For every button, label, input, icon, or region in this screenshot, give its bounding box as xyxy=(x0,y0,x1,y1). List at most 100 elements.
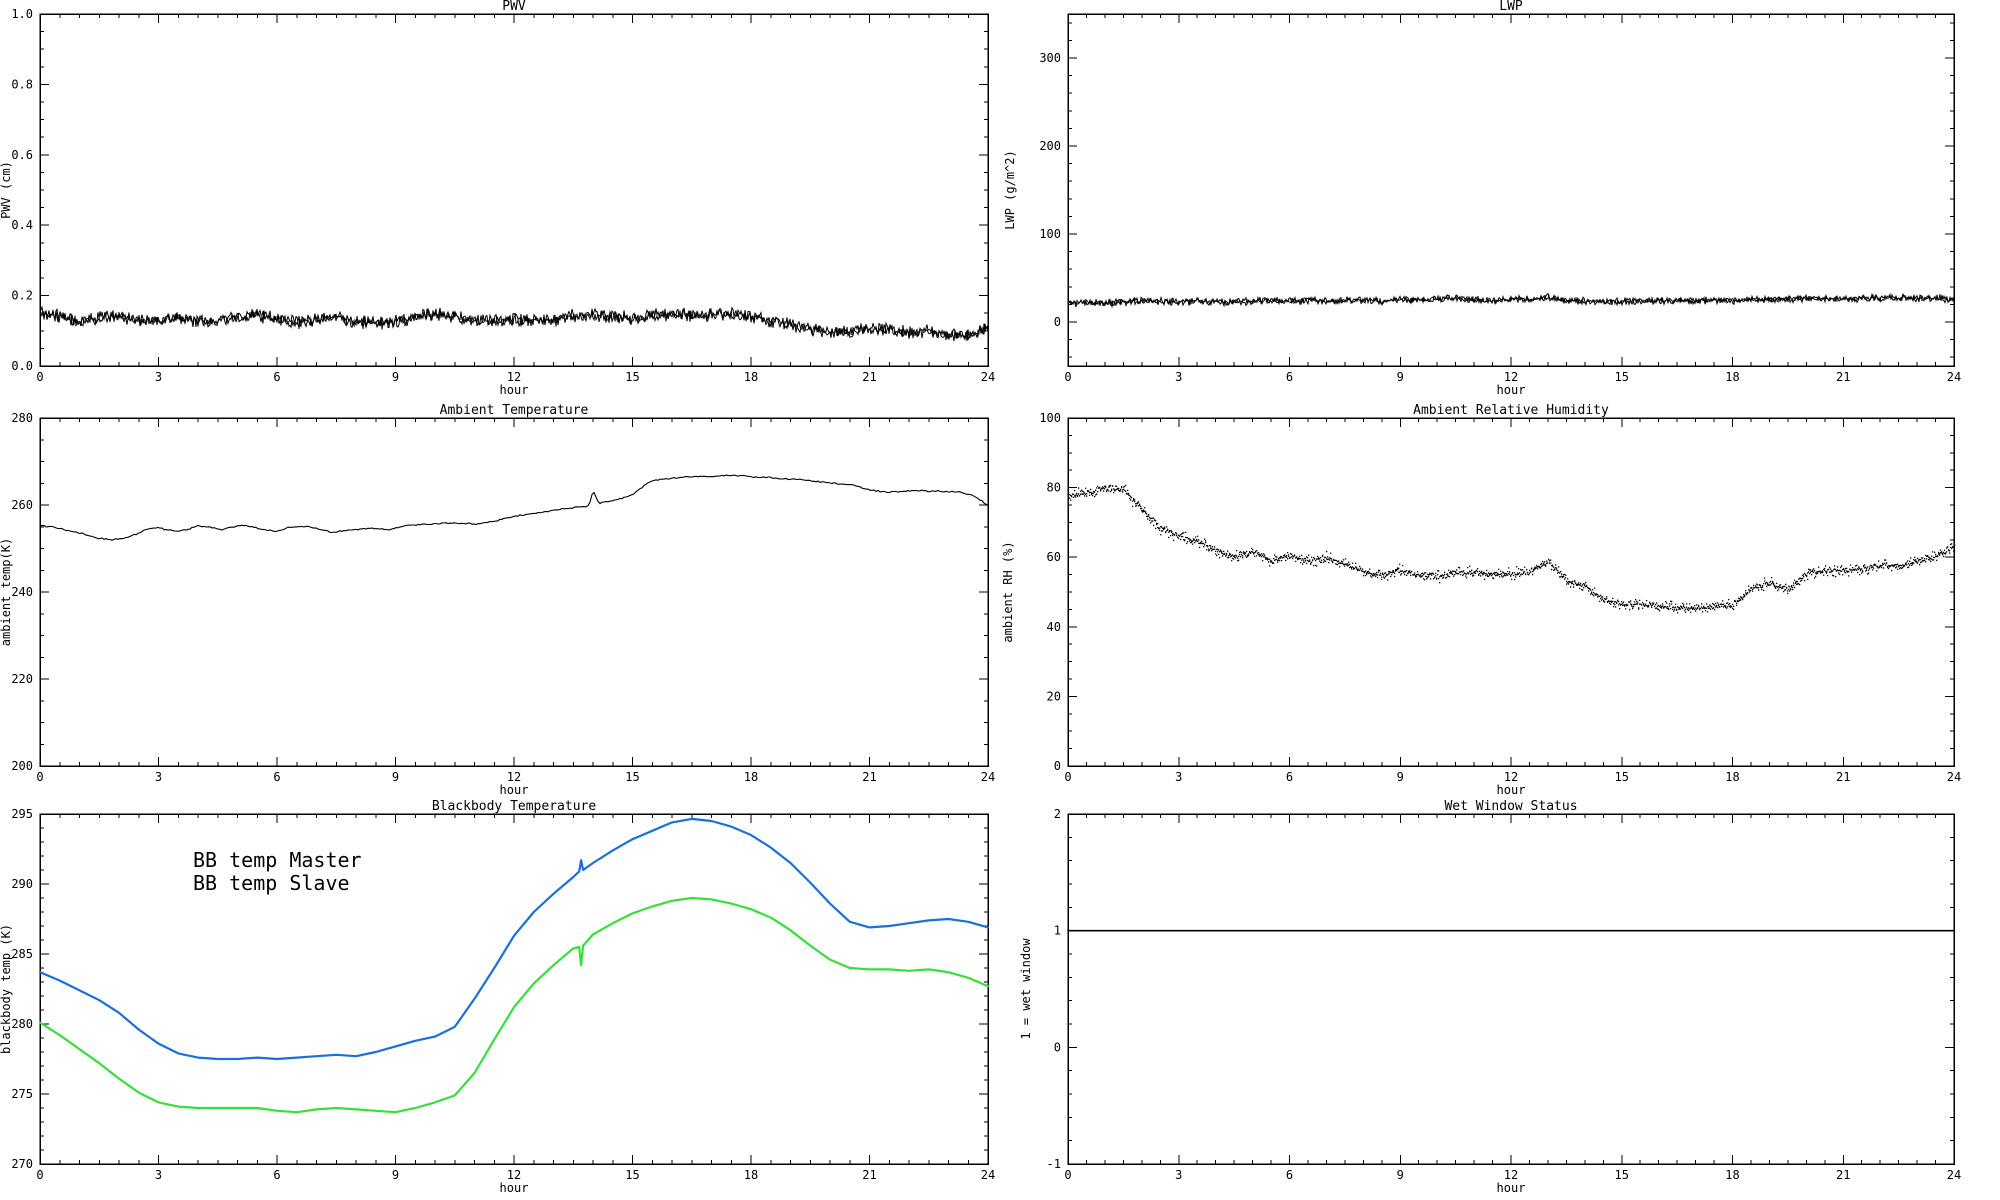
x-tick-label: 21 xyxy=(1836,1168,1850,1182)
y-tick-label: 100 xyxy=(1039,227,1061,241)
y-tick-label: 1.0 xyxy=(11,7,33,21)
axis-ticks xyxy=(39,813,989,1165)
y-axis-label: ambient temp(K) xyxy=(0,538,13,646)
plot-border xyxy=(1067,813,1955,1165)
x-tick-label: 21 xyxy=(862,770,876,784)
x-tick-label: 6 xyxy=(1286,770,1293,784)
y-tick-label: 295 xyxy=(11,807,33,821)
x-tick-label: 15 xyxy=(625,770,639,784)
y-tick-label: 20 xyxy=(1047,689,1061,703)
x-tick-label: 12 xyxy=(507,770,521,784)
chart-panel-lwp: 0 3 6 9 12 15 18 21 24 0 100 200 300 LWP hour LWP (g/m^… xyxy=(1000,0,2000,400)
x-tick-label: 12 xyxy=(1504,770,1518,784)
series-bb-temp-slave xyxy=(38,896,990,1114)
chart-panel-ambient-temperature: 0 3 6 9 12 15 18 21 24 200 220 240 260 280 Ambient Tem… xyxy=(0,400,1000,800)
x-tick-label: 0 xyxy=(1064,770,1071,784)
x-tick-label: 12 xyxy=(507,370,521,384)
x-axis-label: hour xyxy=(500,783,529,797)
x-tick-label: 0 xyxy=(36,370,43,384)
y-axis-label: PWV (cm) xyxy=(0,161,13,219)
x-tick-label: 21 xyxy=(862,1168,876,1182)
series-bb-temp-master xyxy=(38,817,990,1061)
x-tick-label: 6 xyxy=(273,1168,280,1182)
y-tick-label: 0.4 xyxy=(11,218,33,232)
chart-panel-wet-window-status: 0 3 6 9 12 15 18 21 24 -1 0 1 2 Wet Window Status hour… xyxy=(1000,795,2000,1200)
chart-panel-blackbody-temperature: 0 3 6 9 12 15 18 21 24 270 275 280 285 290 295 Blackbod… xyxy=(0,795,1000,1200)
x-axis-label: hour xyxy=(1497,783,1526,797)
x-tick-label: 3 xyxy=(155,770,162,784)
plot-border xyxy=(39,13,989,367)
y-tick-label: 200 xyxy=(11,759,33,773)
x-tick-label: 15 xyxy=(1615,1168,1629,1182)
x-tick-label: 12 xyxy=(1504,1168,1518,1182)
x-tick-label: 0 xyxy=(36,770,43,784)
plot-border xyxy=(39,813,989,1165)
chart-ambient-temperature: 0 3 6 9 12 15 18 21 24 200 220 240 260 280 Ambient Tem… xyxy=(0,403,995,797)
y-axis-label: LWP (g/m^2) xyxy=(1003,150,1017,229)
axis-ticks xyxy=(1067,417,1955,767)
y-tick-label: 200 xyxy=(1039,139,1061,153)
x-tick-label: 9 xyxy=(392,1168,399,1182)
chart-panel-ambient-relative-humidity: 0 3 6 9 12 15 18 21 24 0 20 40 60 80 100 Ambient Relati… xyxy=(1000,400,2000,800)
x-tick-label: 0 xyxy=(1064,1168,1071,1182)
x-tick-label: 18 xyxy=(744,1168,758,1182)
x-tick-label: 18 xyxy=(744,370,758,384)
x-tick-label: 6 xyxy=(273,770,280,784)
x-axis-label: hour xyxy=(500,383,529,397)
y-tick-label: 300 xyxy=(1039,51,1061,65)
x-tick-label: 15 xyxy=(625,1168,639,1182)
y-tick-label: 280 xyxy=(11,411,33,425)
chart-panel-pwv: 0 3 6 9 12 15 18 21 24 0.0 0.2 0.4 0.6 0.8 1.0 PWV hour P… xyxy=(0,0,1000,400)
x-tick-label: 3 xyxy=(1175,370,1182,384)
x-tick-label: 18 xyxy=(1725,370,1739,384)
y-tick-label: 2 xyxy=(1054,807,1061,821)
y-tick-label: 100 xyxy=(1039,411,1061,425)
x-axis-label: hour xyxy=(1497,383,1526,397)
chart-blackbody-temperature: 0 3 6 9 12 15 18 21 24 270 275 280 285 290 295 Blackbod… xyxy=(0,799,995,1195)
y-tick-label: 280 xyxy=(11,1017,33,1031)
x-tick-label: 24 xyxy=(1947,1168,1961,1182)
x-tick-label: 0 xyxy=(36,1168,43,1182)
x-tick-label: 3 xyxy=(1175,770,1182,784)
y-tick-label: 1 xyxy=(1054,924,1061,938)
x-tick-label: 6 xyxy=(273,370,280,384)
x-tick-label: 9 xyxy=(1397,1168,1404,1182)
y-tick-label: 240 xyxy=(11,585,33,599)
x-tick-label: 6 xyxy=(1286,1168,1293,1182)
x-tick-label: 21 xyxy=(1836,370,1850,384)
chart-lwp: 0 3 6 9 12 15 18 21 24 0 100 200 300 LWP hour LWP (g/m^… xyxy=(1003,0,1961,397)
chart-title: PWV xyxy=(502,0,526,14)
y-axis-label: blackbody temp (K) xyxy=(0,924,13,1054)
x-tick-label: 15 xyxy=(625,370,639,384)
x-tick-label: 24 xyxy=(1947,770,1961,784)
x-tick-label: 9 xyxy=(392,770,399,784)
x-tick-label: 9 xyxy=(1397,770,1404,784)
y-tick-label: 270 xyxy=(11,1157,33,1171)
x-tick-label: 9 xyxy=(1397,370,1404,384)
y-tick-label: 275 xyxy=(11,1087,33,1101)
plot-border xyxy=(1067,13,1955,367)
x-tick-label: 15 xyxy=(1615,770,1629,784)
y-tick-label: 40 xyxy=(1047,620,1061,634)
plot-border xyxy=(39,417,989,767)
x-tick-label: 18 xyxy=(744,770,758,784)
x-tick-label: 24 xyxy=(981,1168,995,1182)
legend-label-bb-temp-master: BB temp Master xyxy=(193,848,362,872)
x-axis-label: hour xyxy=(1497,1181,1526,1195)
x-tick-label: 12 xyxy=(1504,370,1518,384)
axis-ticks xyxy=(1067,813,1955,1165)
y-tick-label: 0 xyxy=(1054,759,1061,773)
chart-title: Ambient Temperature xyxy=(440,403,589,418)
y-axis-label: ambient RH (%) xyxy=(1001,541,1015,642)
x-tick-label: 21 xyxy=(1836,770,1850,784)
y-axis-label: 1 = wet window xyxy=(1019,938,1033,1040)
chart-title: LWP xyxy=(1499,0,1523,14)
x-tick-label: 6 xyxy=(1286,370,1293,384)
axis-ticks xyxy=(39,13,989,367)
series-ambient-rh xyxy=(1068,484,1956,614)
axis-ticks xyxy=(1067,14,1955,366)
x-tick-label: 24 xyxy=(981,770,995,784)
x-tick-label: 0 xyxy=(1064,370,1071,384)
